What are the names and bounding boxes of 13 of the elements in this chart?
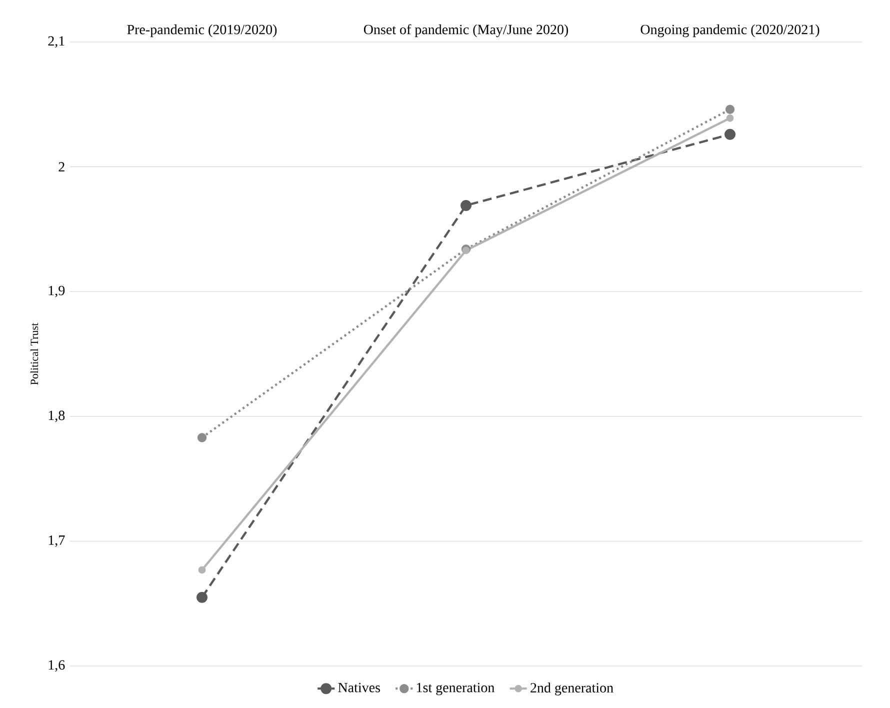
y-tick-label: 1,6: [48, 660, 65, 672]
y-axis-title: Political Trust: [30, 322, 38, 385]
x-tick-label: Ongoing pandemic (2020/2021): [640, 24, 820, 38]
y-tick-label: 1,9: [48, 286, 65, 298]
x-tick-label: Pre-pandemic (2019/2020): [127, 24, 277, 38]
legend-label: 1st generation: [416, 682, 494, 696]
y-tick-label: 1,8: [48, 410, 65, 422]
y-tick-label: 2,1: [48, 36, 64, 48]
y-tick-label: 2: [58, 162, 64, 172]
y-tick-label: 1,7: [48, 535, 65, 547]
x-tick-label: Onset of pandemic (May/June 2020): [364, 24, 568, 38]
legend-label: 2nd generation: [530, 682, 614, 696]
legend-label: Natives: [338, 682, 380, 692]
